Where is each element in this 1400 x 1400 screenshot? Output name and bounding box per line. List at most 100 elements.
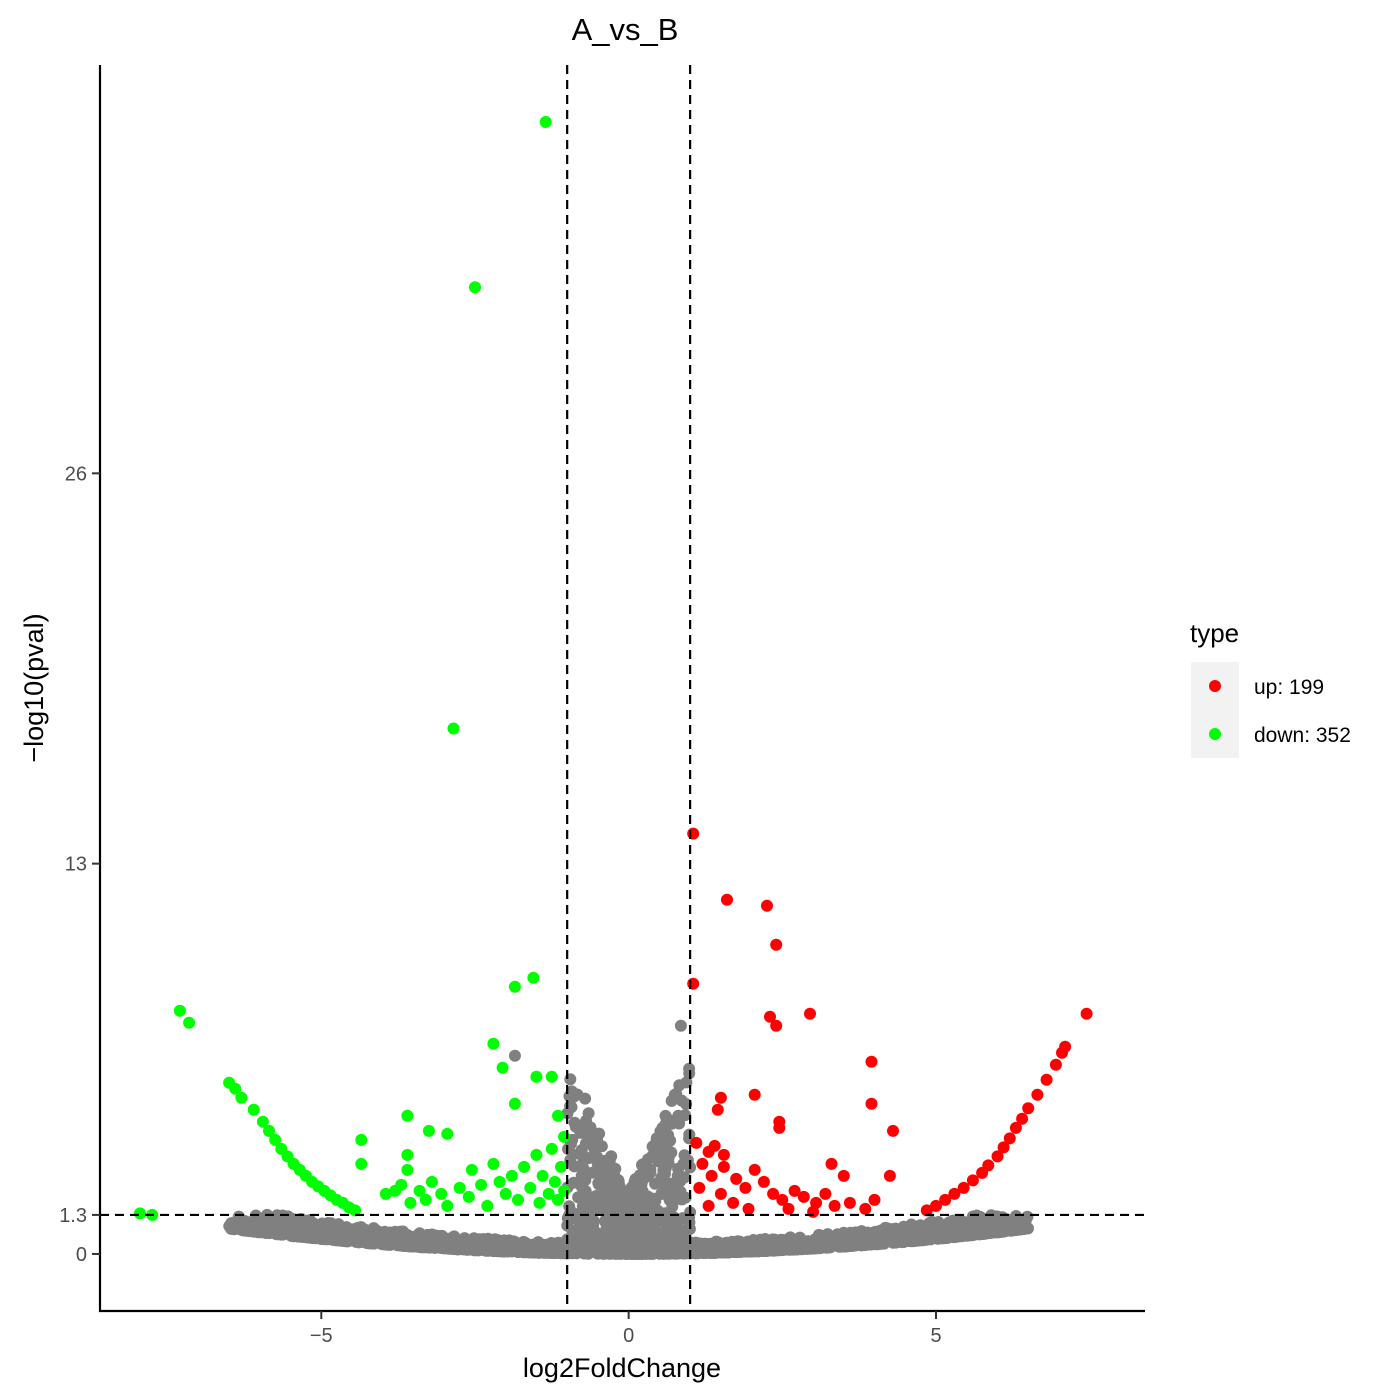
x-axis-label: log2FoldChange <box>523 1353 721 1383</box>
point-none <box>335 1223 348 1236</box>
legend-label-up: up: 199 <box>1254 676 1324 699</box>
point-up <box>807 1205 820 1218</box>
point-up <box>1003 1132 1016 1145</box>
point-none <box>791 1243 804 1256</box>
point-none <box>492 1244 505 1257</box>
point-down <box>263 1124 275 1137</box>
point-down <box>518 1160 531 1173</box>
point-down <box>548 1175 561 1188</box>
point-none <box>721 1236 734 1249</box>
point-up <box>764 1010 776 1023</box>
point-up <box>825 1157 838 1170</box>
point-down <box>536 1169 549 1182</box>
point-none <box>677 1242 690 1255</box>
point-up <box>696 1157 709 1170</box>
threshold-lines <box>100 65 1145 1311</box>
point-none <box>565 1089 578 1102</box>
point-up <box>748 1163 761 1176</box>
point-up <box>1040 1073 1053 1086</box>
point-down <box>462 1190 475 1203</box>
point-down <box>508 980 521 993</box>
y-axis-label: −log10(pval) <box>19 613 49 762</box>
point-up <box>930 1199 942 1212</box>
point-up <box>1022 1102 1035 1115</box>
point-down <box>453 1181 466 1194</box>
point-none <box>589 1203 602 1216</box>
point-none <box>659 1162 672 1175</box>
point-none <box>674 1019 687 1032</box>
point-none <box>595 1140 608 1153</box>
point-none <box>451 1243 464 1256</box>
point-up <box>717 1160 730 1173</box>
point-none <box>303 1214 316 1227</box>
point-down <box>173 1004 186 1017</box>
point-none <box>838 1240 851 1253</box>
point-up <box>721 893 733 906</box>
point-none <box>666 1200 679 1213</box>
point-down <box>404 1196 417 1209</box>
point-up <box>865 1097 878 1110</box>
point-down <box>499 1187 512 1200</box>
point-up <box>939 1193 952 1206</box>
point-none <box>611 1191 624 1204</box>
point-none <box>916 1234 929 1247</box>
point-none <box>594 1242 607 1255</box>
point-down <box>530 1148 543 1161</box>
legend: type up: 199 down: 352 <box>1190 618 1351 758</box>
point-none <box>671 1222 684 1234</box>
point-up <box>767 1187 780 1200</box>
point-up <box>1080 1007 1093 1020</box>
point-up <box>730 1172 743 1185</box>
point-up <box>1009 1121 1022 1134</box>
point-up <box>982 1159 995 1172</box>
point-up <box>714 1187 727 1200</box>
point-up <box>702 1145 715 1158</box>
point-down <box>558 1130 571 1143</box>
point-up <box>776 1193 789 1206</box>
point-down <box>355 1157 368 1170</box>
point-none <box>671 1114 684 1127</box>
point-up <box>843 1196 856 1209</box>
y-tick-label: 0 <box>76 1244 87 1266</box>
point-none <box>285 1225 298 1238</box>
point-down <box>419 1193 432 1206</box>
point-up <box>991 1150 1004 1163</box>
point-none <box>677 1157 690 1170</box>
point-none <box>876 1225 889 1238</box>
y-tick-label: 13 <box>65 854 87 876</box>
point-up <box>797 1190 810 1203</box>
point-none <box>701 1240 714 1253</box>
point-none <box>673 1079 686 1092</box>
point-none <box>716 1246 729 1259</box>
point-up <box>819 1187 832 1200</box>
point-down <box>183 1016 196 1029</box>
point-up <box>687 827 700 840</box>
point-none <box>553 1244 565 1257</box>
point-none <box>623 1237 636 1250</box>
point-down <box>269 1133 282 1146</box>
point-none <box>923 1223 936 1236</box>
point-down <box>469 281 481 294</box>
point-down <box>493 1175 506 1188</box>
point-none <box>889 1231 902 1244</box>
point-down <box>512 1193 524 1206</box>
point-up <box>782 1202 795 1215</box>
point-none <box>543 1246 556 1259</box>
point-none <box>608 1219 621 1232</box>
x-tick-label: 5 <box>930 1325 941 1347</box>
point-none <box>584 1237 597 1250</box>
non-significant-points <box>223 1019 1034 1260</box>
x-tick-label: −5 <box>310 1325 333 1347</box>
point-none <box>318 1226 331 1238</box>
point-up <box>687 977 700 990</box>
point-none <box>946 1228 959 1241</box>
point-down <box>447 722 460 735</box>
point-down <box>422 1124 435 1137</box>
point-down <box>247 1103 260 1116</box>
point-down <box>413 1184 426 1197</box>
point-none <box>563 1200 576 1213</box>
point-none <box>659 1109 672 1122</box>
point-none <box>599 1154 612 1167</box>
point-up <box>739 1181 752 1194</box>
